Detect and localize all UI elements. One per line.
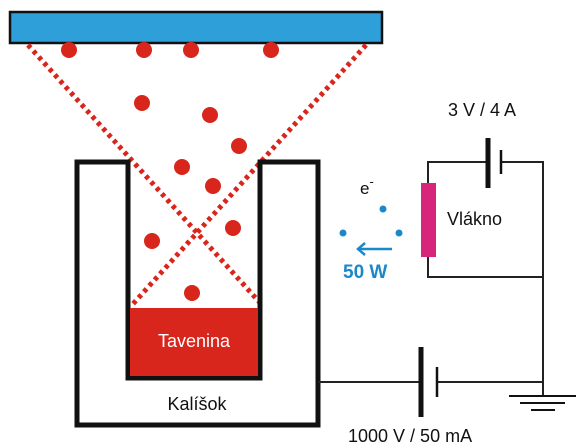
particle [202,107,218,123]
particle [225,220,241,236]
substrate-plate [8,10,384,45]
high-voltage-battery-symbol [418,347,439,417]
filament-wire-top [427,161,488,183]
vapor-cone-left-line [26,43,264,307]
filament-circuit [427,161,544,395]
filament-wire-bottom [427,257,543,278]
crucible-label: Kalíšok [167,394,227,414]
filament-wire-right [501,161,544,395]
filament-battery-symbol [485,138,503,188]
electron-dot [379,205,387,213]
particle [263,42,279,58]
melt-pool [130,308,258,376]
electron-dot [395,229,403,237]
melt-label: Tavenina [158,331,231,351]
particle [144,233,160,249]
filament [421,183,436,257]
particle [184,285,200,301]
particle [61,42,77,58]
particle [231,138,247,154]
high-voltage-circuit [318,381,544,395]
particle [174,159,190,175]
particle [183,42,199,58]
electron-label: e- [360,174,374,198]
high-voltage-supply-label: 1000 V / 50 mA [348,426,472,445]
vapor-particles [61,42,279,301]
electron-label-charge: - [369,174,373,189]
particle [205,178,221,194]
crucible-outer [74,159,321,428]
vapor-cone [26,43,368,307]
electron-arrow [356,242,392,256]
vapor-cone-right-line [130,43,368,307]
electron-cloud [339,205,403,237]
particle [136,42,152,58]
ground-icon [509,395,576,411]
electron-label-symbol: e [360,179,369,198]
filament-supply-label: 3 V / 4 A [448,100,516,120]
particle [134,95,150,111]
filament-label: Vlákno [447,209,502,229]
electron-dot [339,229,347,237]
power-label: 50 W [343,262,387,283]
